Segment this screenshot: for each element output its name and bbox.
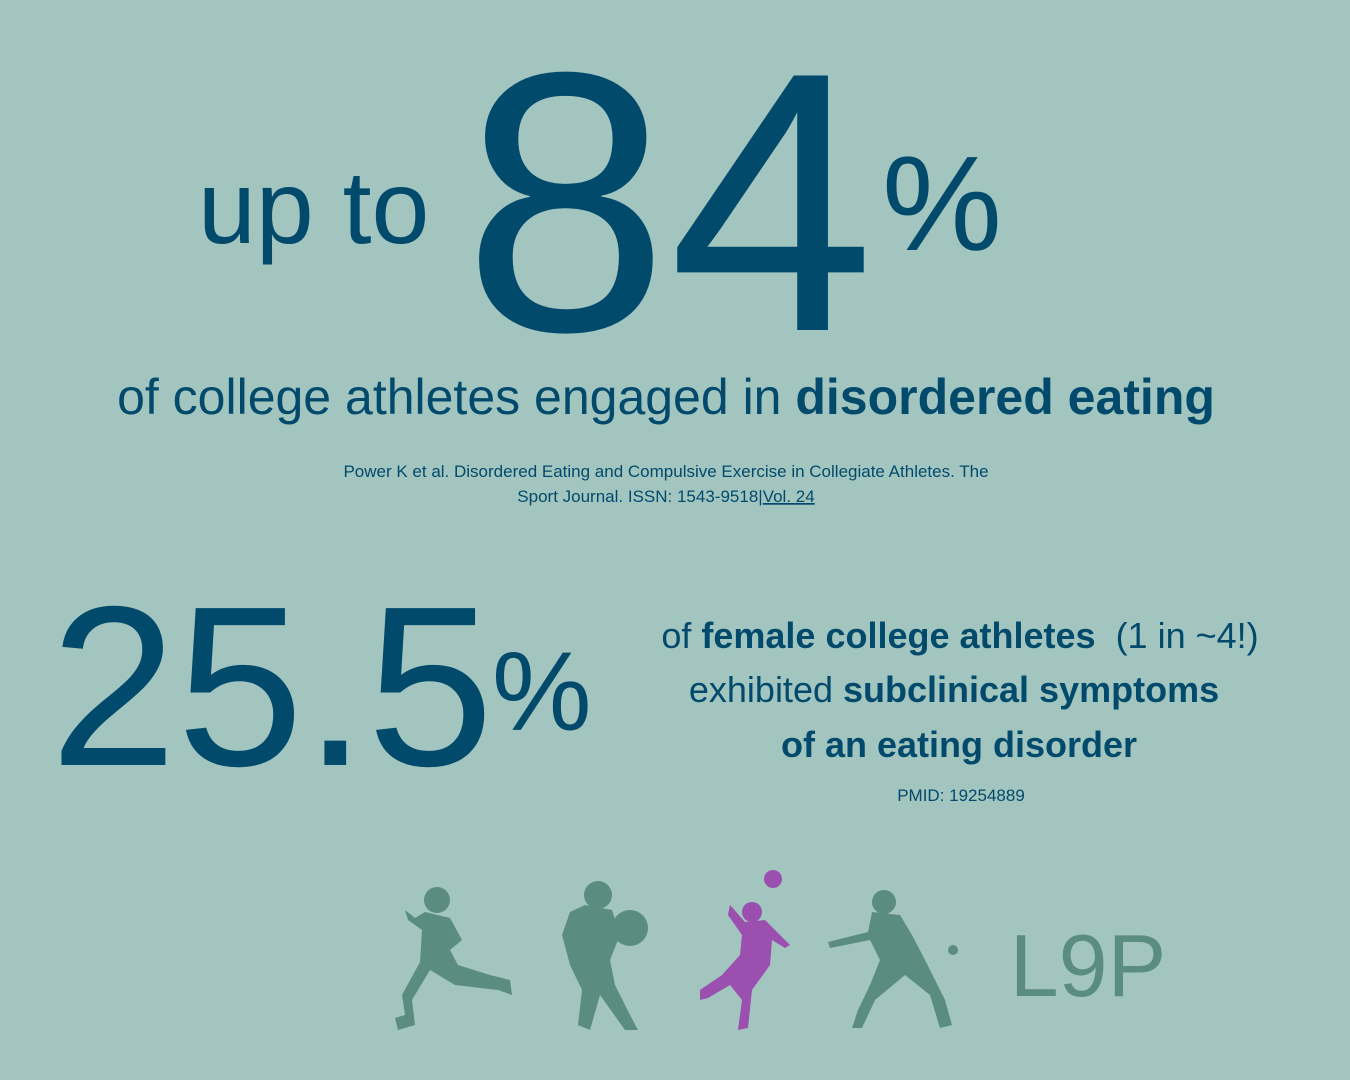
runner-silhouette xyxy=(395,887,512,1030)
headline-caption: of college athletes engaged in disordere… xyxy=(117,369,1215,425)
citation-line: Power K et al. Disordered Eating and Com… xyxy=(343,462,988,481)
caption-emphasis: subclinical symptoms xyxy=(843,669,1219,710)
caption-text: exhibited xyxy=(689,669,843,710)
headline-unit: % xyxy=(882,128,1002,279)
basketball-silhouette xyxy=(562,881,648,1030)
headline-number: 84 xyxy=(463,0,875,409)
stat-caption-line: of female college athletes (1 in ~4!) xyxy=(661,615,1258,656)
citation-line: Sport Journal. ISSN: 1543-9518|Vol. 24 xyxy=(517,487,814,506)
citation-link[interactable]: Vol. 24 xyxy=(763,487,815,506)
caption-text: of college athletes engaged in xyxy=(117,369,795,425)
volleyball-silhouette xyxy=(700,870,790,1030)
softball-silhouette xyxy=(828,890,958,1028)
caption-emphasis: disordered eating xyxy=(795,369,1215,425)
stat-number: 25.5 xyxy=(50,560,494,814)
stat-caption-line: of an eating disorder xyxy=(781,724,1137,765)
headline-prefix: up to xyxy=(198,150,429,266)
caption-text: (1 in ~4!) xyxy=(1096,615,1259,656)
citation-text: Sport Journal. ISSN: 1543-9518| xyxy=(517,487,762,506)
caption-text: of xyxy=(661,615,701,656)
caption-emphasis: female college athletes xyxy=(701,615,1095,656)
stat-caption-line: exhibited subclinical symptoms xyxy=(689,669,1219,710)
stat-source: PMID: 19254889 xyxy=(897,786,1025,805)
logo: L9P xyxy=(1010,916,1167,1015)
stat-unit: % xyxy=(492,629,592,754)
